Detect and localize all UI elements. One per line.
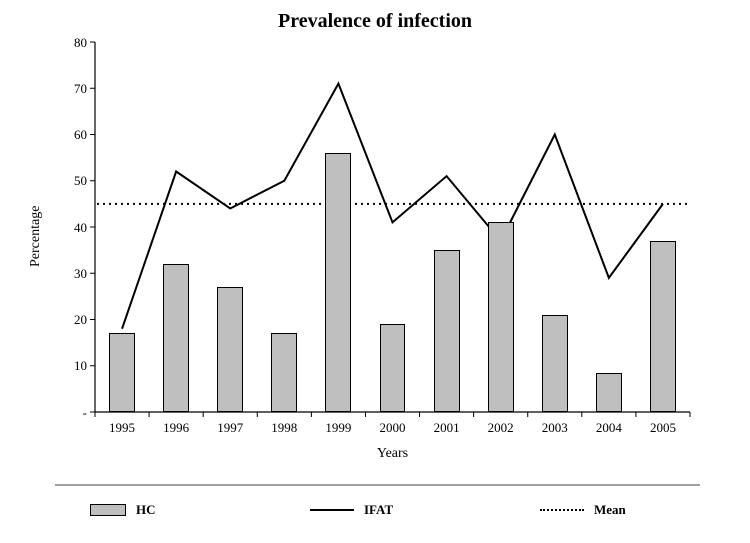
legend-mean: Mean [540,502,626,518]
legend-label-ifat: IFAT [364,502,393,518]
legend-swatch-bar [90,504,126,516]
bar-hc [163,264,189,412]
bar-hc [325,153,351,412]
x-tick-label: 1995 [95,420,149,436]
legend-label-mean: Mean [594,502,626,518]
x-tick-label: 2000 [365,420,419,436]
y-tick-label: 30 [47,266,87,282]
x-tick-label: 2003 [528,420,582,436]
bar-hc [109,333,135,412]
bar-hc [650,241,676,412]
legend-ifat: IFAT [310,502,393,518]
bar-hc [271,333,297,412]
x-tick-label: 2005 [636,420,690,436]
chart-container: { "chart": { "type": "bar+line", "title"… [0,0,750,543]
y-tick-label: 10 [47,358,87,374]
bar-hc [488,222,514,412]
bar-hc [217,287,243,412]
x-tick-label: 2004 [582,420,636,436]
bar-hc [542,315,568,412]
x-tick-label: 1999 [311,420,365,436]
x-tick-label: 1996 [149,420,203,436]
legend-hc: HC [90,502,156,518]
y-tick-label: 50 [47,173,87,189]
bar-hc [380,324,406,412]
x-tick-label: 2001 [420,420,474,436]
y-tick-label: 80 [47,35,87,51]
plot-svg [0,0,750,543]
legend-swatch-dotted [540,509,584,511]
legend-label-hc: HC [136,502,156,518]
bar-hc [596,373,622,412]
legend-swatch-line [310,509,354,511]
bar-hc [434,250,460,412]
y-tick-label: 60 [47,127,87,143]
y-tick-label: 70 [47,81,87,97]
y-tick-label: 20 [47,312,87,328]
x-tick-label: 1997 [203,420,257,436]
x-tick-label: 1998 [257,420,311,436]
y-tick-label: 40 [47,220,87,236]
y-tick-label: - [47,405,87,421]
x-tick-label: 2002 [474,420,528,436]
